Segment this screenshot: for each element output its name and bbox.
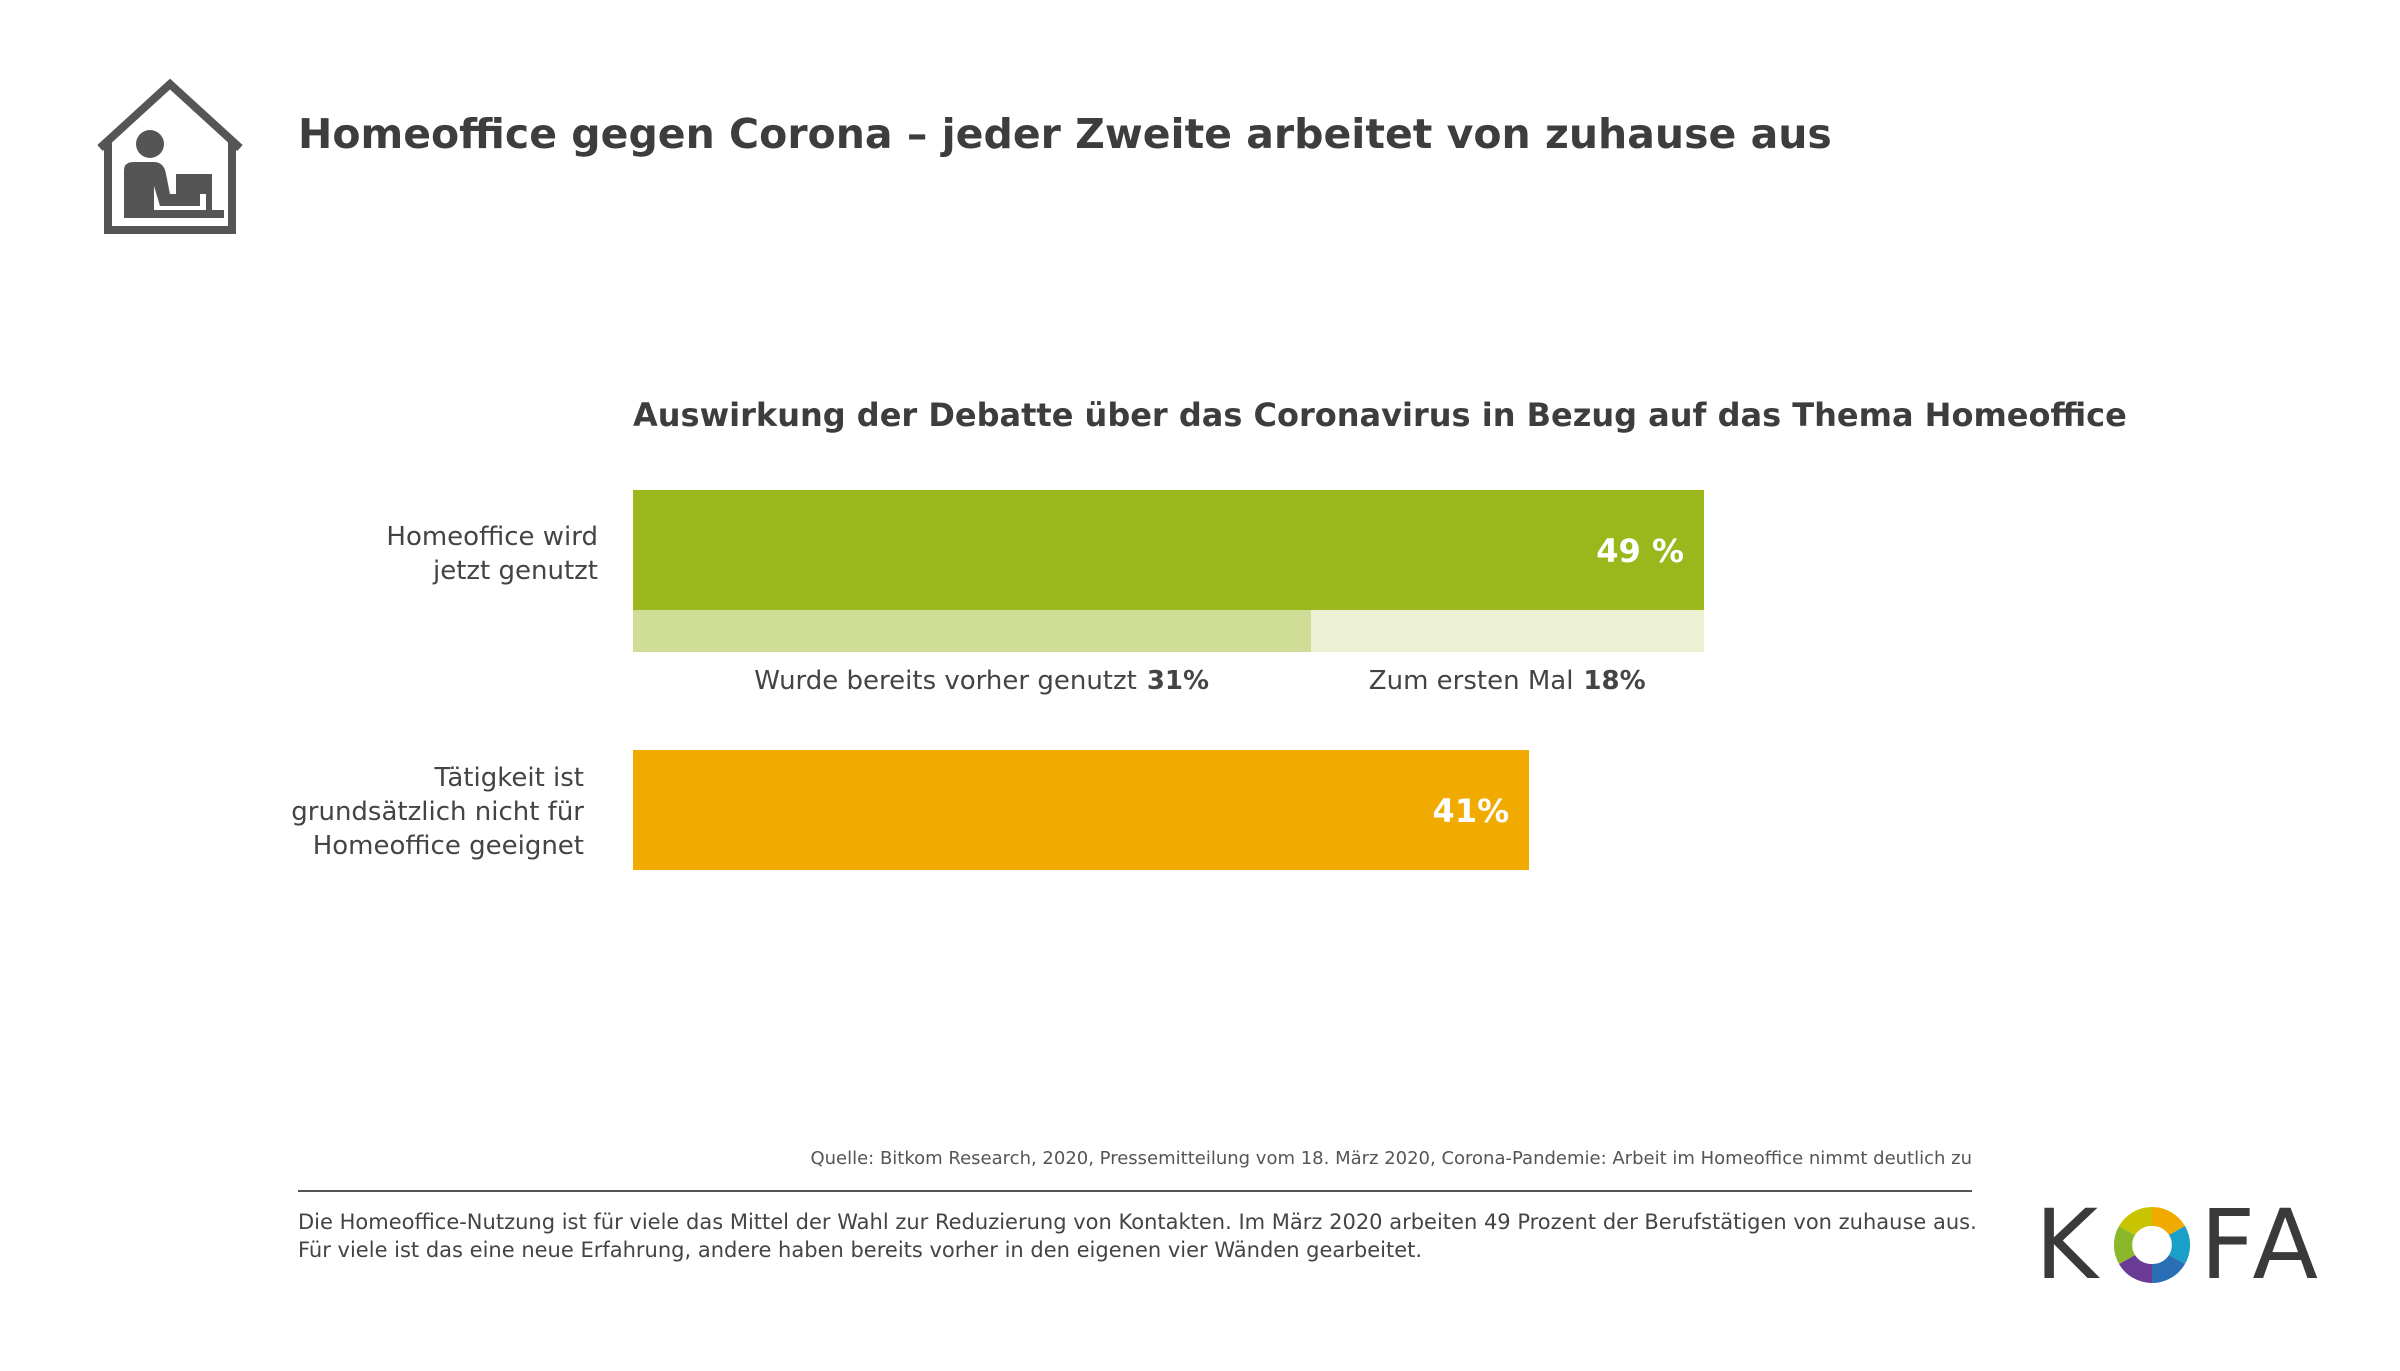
logo-letter-k: K	[2035, 1189, 2104, 1301]
logo-letters-fa: FA	[2199, 1189, 2325, 1301]
footer-divider	[298, 1190, 1972, 1192]
footnote-line: Die Homeoffice-Nutzung ist für viele das…	[298, 1210, 1977, 1234]
segment-zum-ersten-mal	[1310, 610, 1704, 652]
segment-label-erstes-mal: Zum ersten Mal 18%	[1369, 666, 1646, 696]
house-person-laptop-icon	[97, 78, 243, 234]
footnote: Die Homeoffice-Nutzung ist für viele das…	[298, 1208, 2018, 1264]
segment-bereits-vorher-genutzt	[633, 610, 1311, 652]
category-label-line: Homeoffice geeignet	[312, 831, 584, 861]
bar-value-49: 49 %	[1596, 532, 1684, 570]
logo-ring-icon	[2113, 1206, 2191, 1284]
segment-value: 18%	[1583, 666, 1646, 696]
category-label-homeoffice-genutzt: Homeoffice wird jetzt genutzt	[386, 520, 598, 588]
segment-name: Zum ersten Mal	[1368, 666, 1574, 696]
category-label-line: grundsätzlich nicht für	[291, 797, 584, 827]
category-label-line: Tätigkeit ist	[434, 763, 584, 793]
page-title: Homeoffice gegen Corona – jeder Zweite a…	[298, 110, 1832, 158]
segment-value: 31%	[1146, 666, 1210, 696]
bar-homeoffice-genutzt	[633, 490, 1704, 610]
footnote-line: Für viele ist das eine neue Erfahrung, a…	[298, 1238, 1423, 1262]
chart-title: Auswirkung der Debatte über das Coronavi…	[633, 396, 2127, 434]
category-label-line: jetzt genutzt	[432, 556, 598, 586]
category-label-nicht-geeignet: Tätigkeit ist grundsätzlich nicht für Ho…	[291, 761, 584, 863]
category-label-line: Homeoffice wird	[386, 522, 598, 552]
kofa-logo: K FA	[2035, 1189, 2324, 1301]
source-citation: Quelle: Bitkom Research, 2020, Pressemit…	[810, 1148, 1972, 1169]
segment-name: Wurde bereits vorher genutzt	[754, 666, 1137, 696]
segment-label-bereits-vorher: Wurde bereits vorher genutzt 31%	[754, 666, 1209, 696]
bar-value-41: 41%	[1432, 792, 1510, 830]
bar-nicht-geeignet	[633, 750, 1530, 870]
